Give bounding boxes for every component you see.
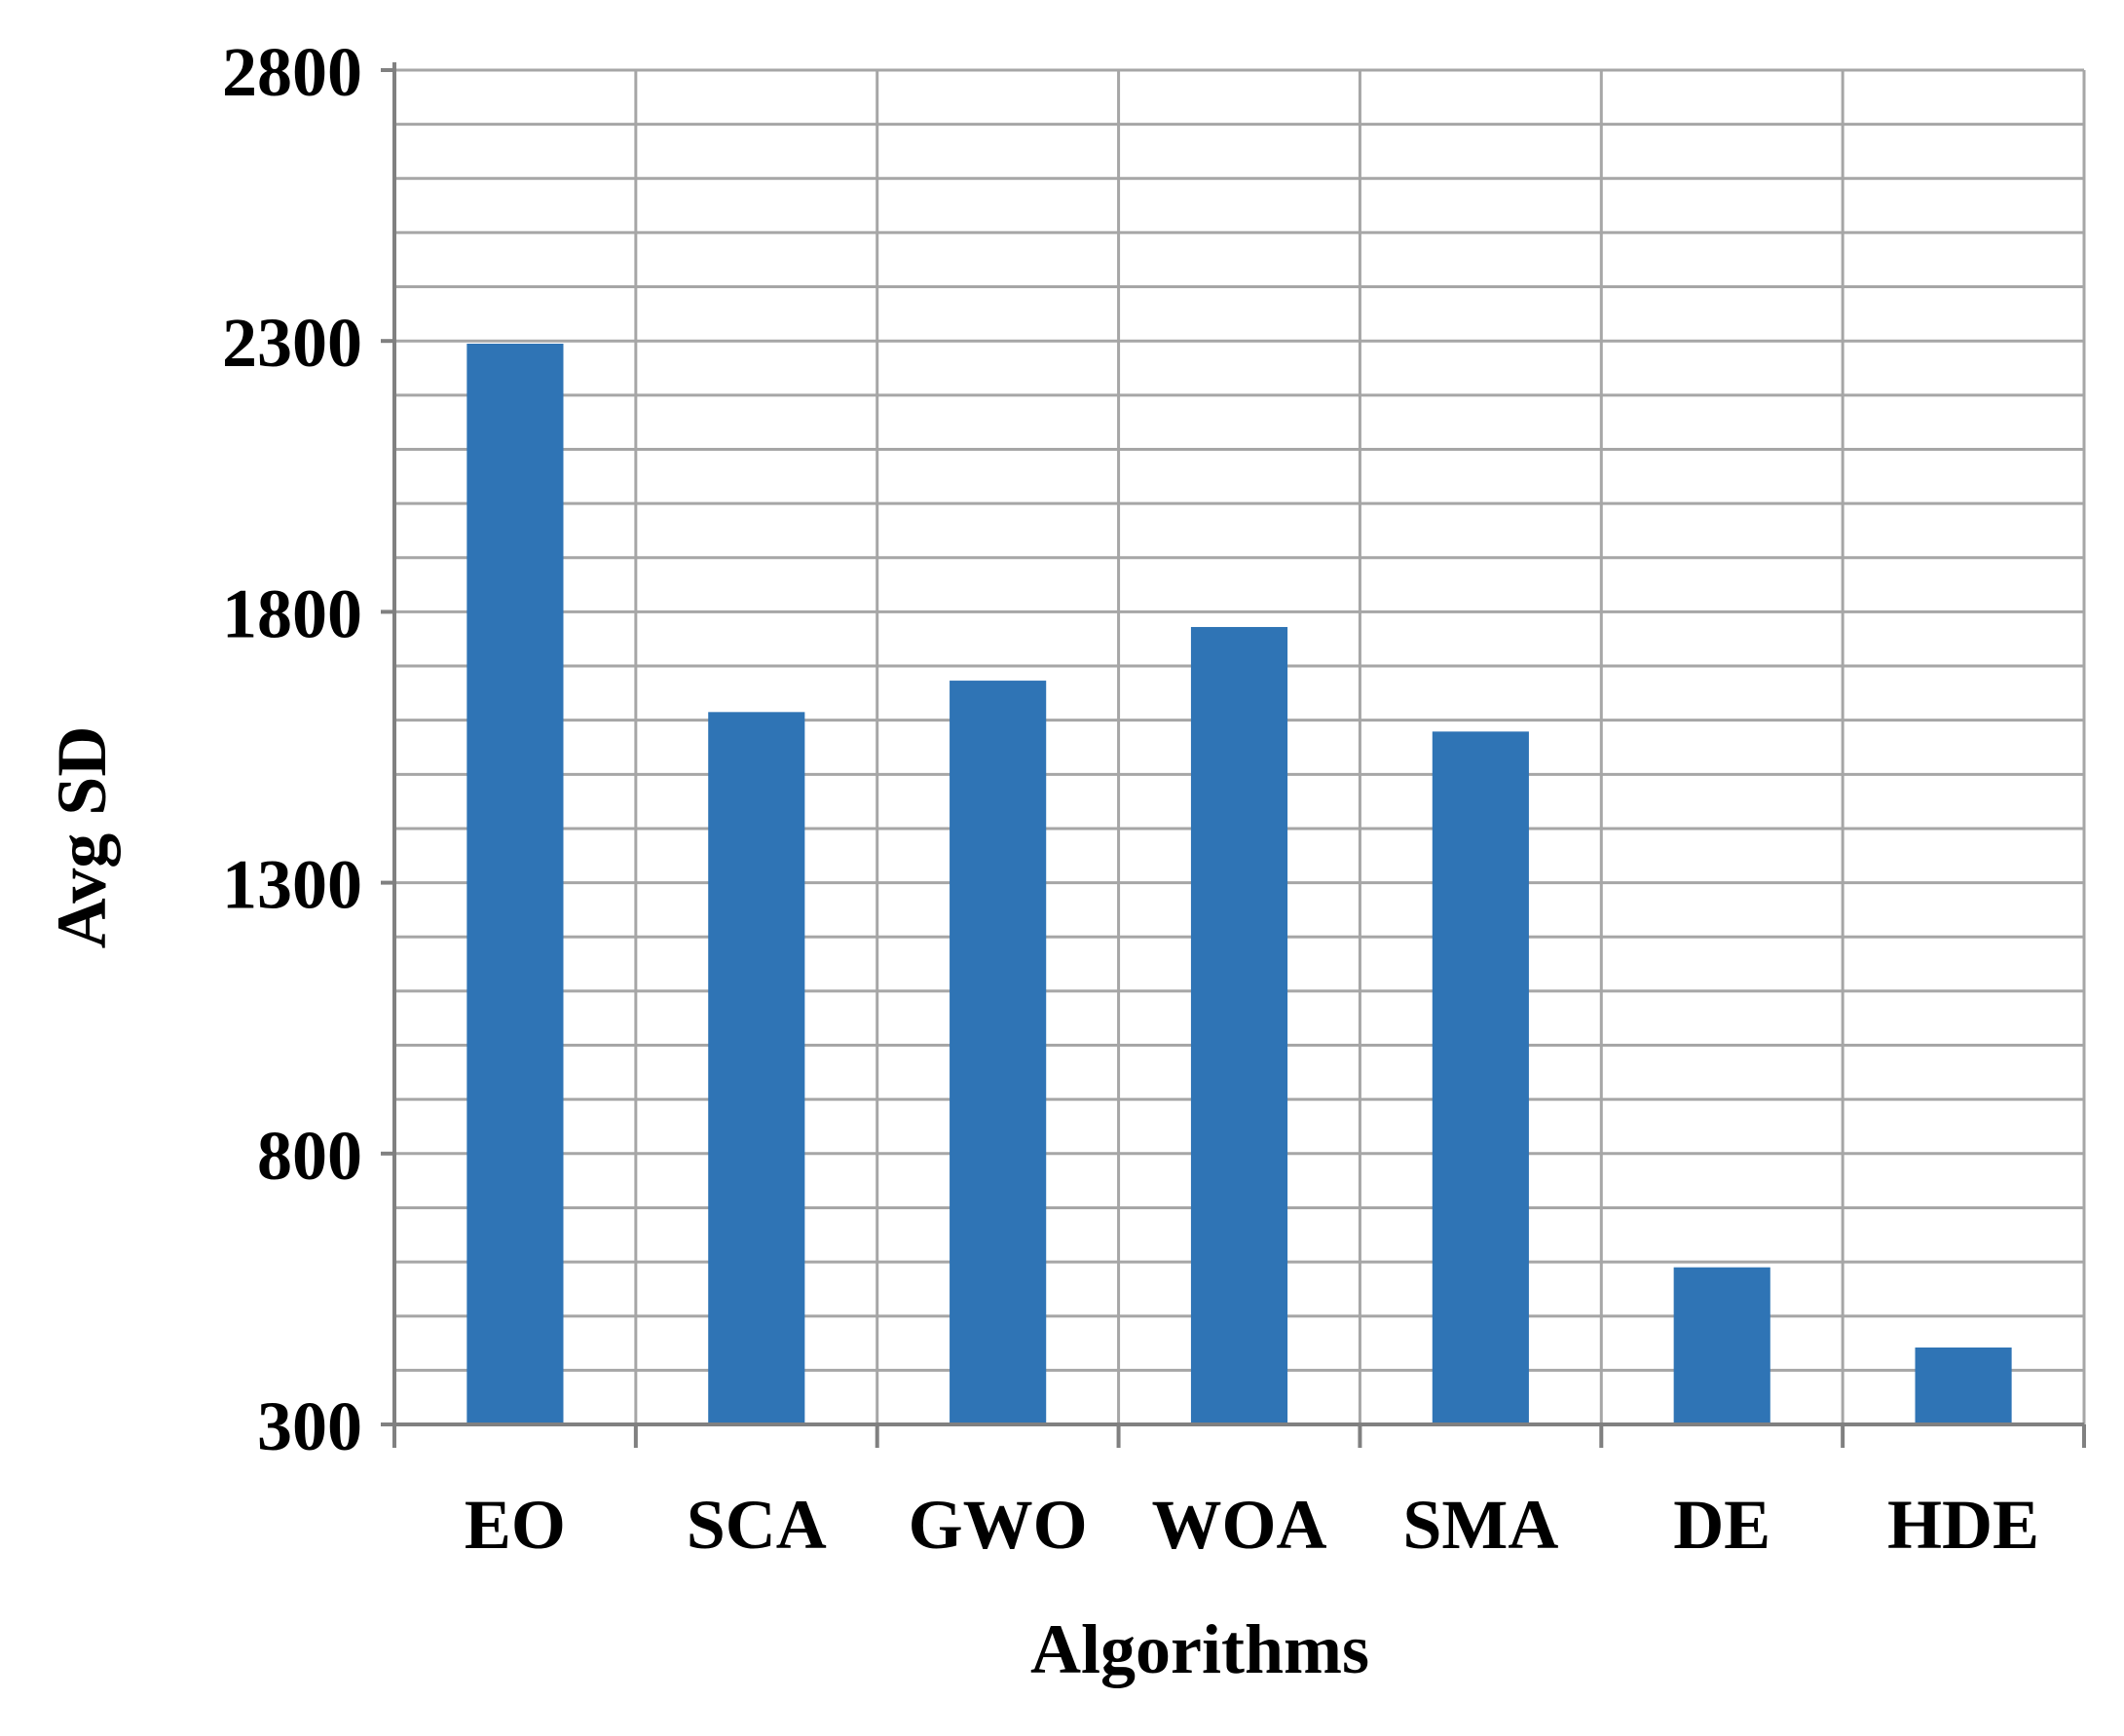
y-tick-label: 300 (257, 1387, 362, 1465)
bar-eo (466, 343, 564, 1425)
x-tick-label-sma: SMA (1402, 1486, 1558, 1564)
x-tick-label-eo: EO (465, 1486, 566, 1564)
bar-woa (1190, 626, 1288, 1424)
y-tick-label: 2800 (222, 33, 362, 111)
y-tick-label: 2300 (222, 304, 362, 382)
x-tick-label-de: DE (1673, 1486, 1770, 1564)
bar-sma (1432, 731, 1529, 1424)
y-axis-title: Avg SD (43, 726, 121, 949)
y-tick-label: 800 (257, 1117, 362, 1195)
x-tick-label-gwo: GWO (909, 1486, 1088, 1564)
y-tick-labels: 300 800 1300 1800 2300 2800 (222, 33, 362, 1465)
x-tick-labels: EO SCA GWO WOA SMA DE HDE (465, 1486, 2039, 1564)
x-tick-label-woa: WOA (1152, 1486, 1327, 1564)
bar-sca (708, 712, 805, 1424)
bar-gwo (950, 681, 1047, 1424)
y-tick-label: 1800 (222, 574, 362, 652)
bar-hde (1915, 1347, 2012, 1424)
bars (466, 343, 2012, 1425)
y-tick-label: 1300 (222, 846, 362, 924)
axes (381, 62, 2086, 1448)
x-tick-label-hde: HDE (1887, 1486, 2039, 1564)
bar-de (1673, 1267, 1770, 1424)
x-tick-label-sca: SCA (687, 1486, 827, 1564)
x-axis-title: Algorithms (1030, 1610, 1369, 1688)
